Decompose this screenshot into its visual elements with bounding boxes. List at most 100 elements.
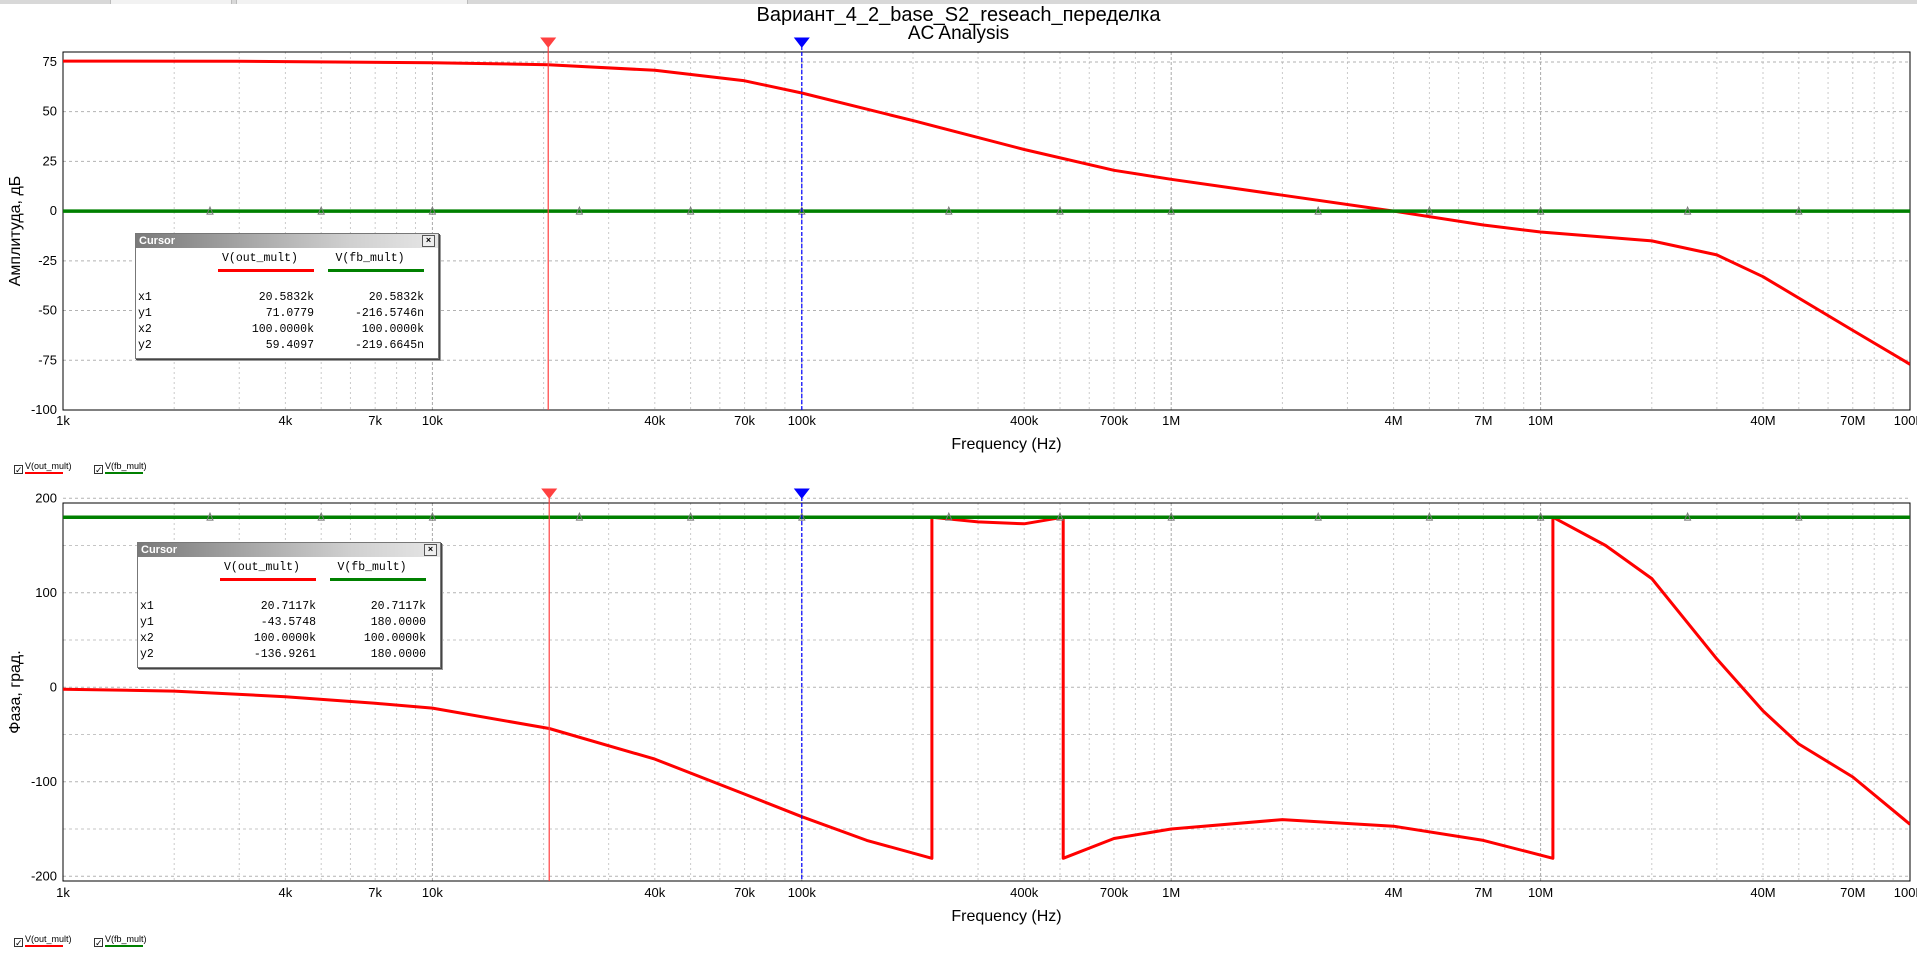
checkbox-fb[interactable]: ✓ [94, 465, 103, 475]
cursor-caption-text: Cursor [139, 235, 176, 247]
series-marker [1795, 205, 1803, 215]
y-tick-label: 0 [50, 203, 57, 218]
cursor-value: 100.0000k [361, 323, 424, 336]
x-tick-label: 400k [1010, 413, 1039, 428]
x-tick-label: 10M [1528, 413, 1553, 428]
series-line-out [63, 515, 1910, 860]
x-tick-label: 7M [1474, 413, 1492, 428]
cursor-value: -219.6645n [354, 339, 424, 352]
series-marker [317, 511, 325, 521]
legend-label-fb: V(fb_mult) [105, 461, 147, 471]
plot-frame [62, 51, 1911, 411]
x-tick-label: 700k [1100, 885, 1129, 900]
cursor-value: 71.0779 [265, 307, 314, 320]
cursor-row-label: y2 [138, 339, 152, 352]
y-axis-label: Фаза, град. [7, 650, 24, 733]
x-tick-label: 40k [644, 413, 665, 428]
tab-strip-2[interactable] [236, 0, 468, 4]
legend-swatch-fb [105, 945, 143, 947]
graph-subtitle: AC Analysis [907, 23, 1010, 44]
cursor-value: 180.0000 [370, 648, 426, 661]
y-axis-label: Амплитуда, дБ [7, 176, 24, 287]
x-tick-label: 4k [279, 885, 293, 900]
cursor-col-header-out: V(out_mult) [222, 252, 298, 265]
y-tick-label: -200 [31, 868, 57, 883]
series-marker [798, 511, 806, 521]
x-tick-label: 40M [1750, 413, 1775, 428]
cursor-col-header-fb: V(fb_mult) [335, 252, 405, 265]
series-marker [1795, 511, 1803, 521]
legend-swatch-out [25, 945, 63, 947]
series-marker [206, 205, 214, 215]
cursor-panel-caption[interactable]: Cursor × [138, 543, 440, 557]
cursor-col-line-fb [328, 269, 424, 272]
cursor-value: 180.0000 [370, 616, 426, 629]
window-top-bar [0, 0, 1917, 4]
chart-1: 1k 4k 7k 10k 40k 70k 100k 400k 700k 1M 4M 7M 10M 40M 7… [7, 488, 1917, 925]
x-tick-label: 4M [1385, 413, 1403, 428]
chart-0: 1k 4k 7k 10k 40k 70k 100k 400k 700k 1M 4M 7M 10M 40M 7… [7, 37, 1917, 453]
cursor-col-line-fb [330, 578, 426, 581]
y-tick-label: 0 [50, 679, 57, 694]
x-tick-label: 100M [1894, 885, 1917, 900]
x-tick-label: 7M [1474, 885, 1492, 900]
x-tick-label: 70M [1840, 413, 1865, 428]
y-tick-label: -25 [38, 253, 57, 268]
series-marker [1167, 205, 1175, 215]
cursor-panel-amplitude[interactable]: Cursor × V(out_mult) V(fb_mult) x1 20.58… [135, 233, 439, 359]
cursor-col-line-out [220, 578, 316, 581]
series-marker [686, 205, 695, 215]
cursor-value: 59.4097 [265, 339, 314, 352]
x-tick-label: 7k [368, 413, 382, 428]
legend-swatch-fb [105, 472, 143, 474]
y-tick-label: -50 [38, 303, 57, 318]
series-marker [1314, 205, 1322, 215]
legend-label-fb: V(fb_mult) [105, 934, 147, 944]
cursor-value: 100.0000k [363, 632, 426, 645]
series-marker [686, 511, 695, 521]
x-tick-label: 10M [1528, 885, 1553, 900]
checkbox-out[interactable]: ✓ [14, 938, 23, 948]
close-icon[interactable]: × [424, 544, 437, 556]
series-marker [1167, 511, 1175, 521]
y-tick-label: -100 [31, 774, 57, 789]
x-tick-label: 1M [1162, 885, 1180, 900]
checkbox-out[interactable]: ✓ [14, 465, 23, 475]
y-tick-label: 200 [35, 490, 57, 505]
cursor-value: 100.0000k [251, 323, 314, 336]
close-icon[interactable]: × [422, 235, 435, 247]
tab-strip[interactable] [110, 0, 232, 4]
cursor-row-label: y1 [140, 616, 154, 629]
y-tick-label: -75 [38, 352, 57, 367]
x-tick-label: 40M [1750, 885, 1775, 900]
x-tick-label: 10k [422, 885, 443, 900]
series-marker [1056, 205, 1064, 215]
x-tick-label: 40k [644, 885, 665, 900]
x-axis-label: Frequency (Hz) [951, 436, 1061, 453]
series-marker [1683, 205, 1692, 215]
x-tick-label: 70k [734, 413, 755, 428]
y-tick-label: 25 [43, 153, 57, 168]
series-marker [1056, 511, 1064, 521]
cursor-row-label: x2 [140, 632, 154, 645]
series-marker [945, 205, 953, 215]
y-tick-label: 100 [35, 585, 57, 600]
cursor-caption-text: Cursor [141, 544, 178, 556]
cursor-panel-phase[interactable]: Cursor × V(out_mult) V(fb_mult) x1 20.71… [137, 542, 441, 668]
x-tick-label: 1M [1162, 413, 1180, 428]
x-tick-label: 4M [1385, 885, 1403, 900]
series-line-out [63, 59, 1910, 366]
plot-frame [62, 502, 1911, 882]
legend-label-out: V(out_mult) [25, 934, 72, 944]
cursor-panel-caption[interactable]: Cursor × [136, 234, 438, 248]
cursor-value: -136.9261 [253, 648, 316, 661]
x-tick-label: 1k [56, 885, 70, 900]
y-tick-label: 50 [43, 104, 57, 119]
cursor-row-label: y1 [138, 307, 152, 320]
cursor-value: 20.5832k [368, 291, 424, 304]
legend-swatch-out [25, 472, 63, 474]
series-marker [1536, 511, 1545, 521]
x-tick-label: 70M [1840, 885, 1865, 900]
checkbox-fb[interactable]: ✓ [94, 938, 103, 948]
